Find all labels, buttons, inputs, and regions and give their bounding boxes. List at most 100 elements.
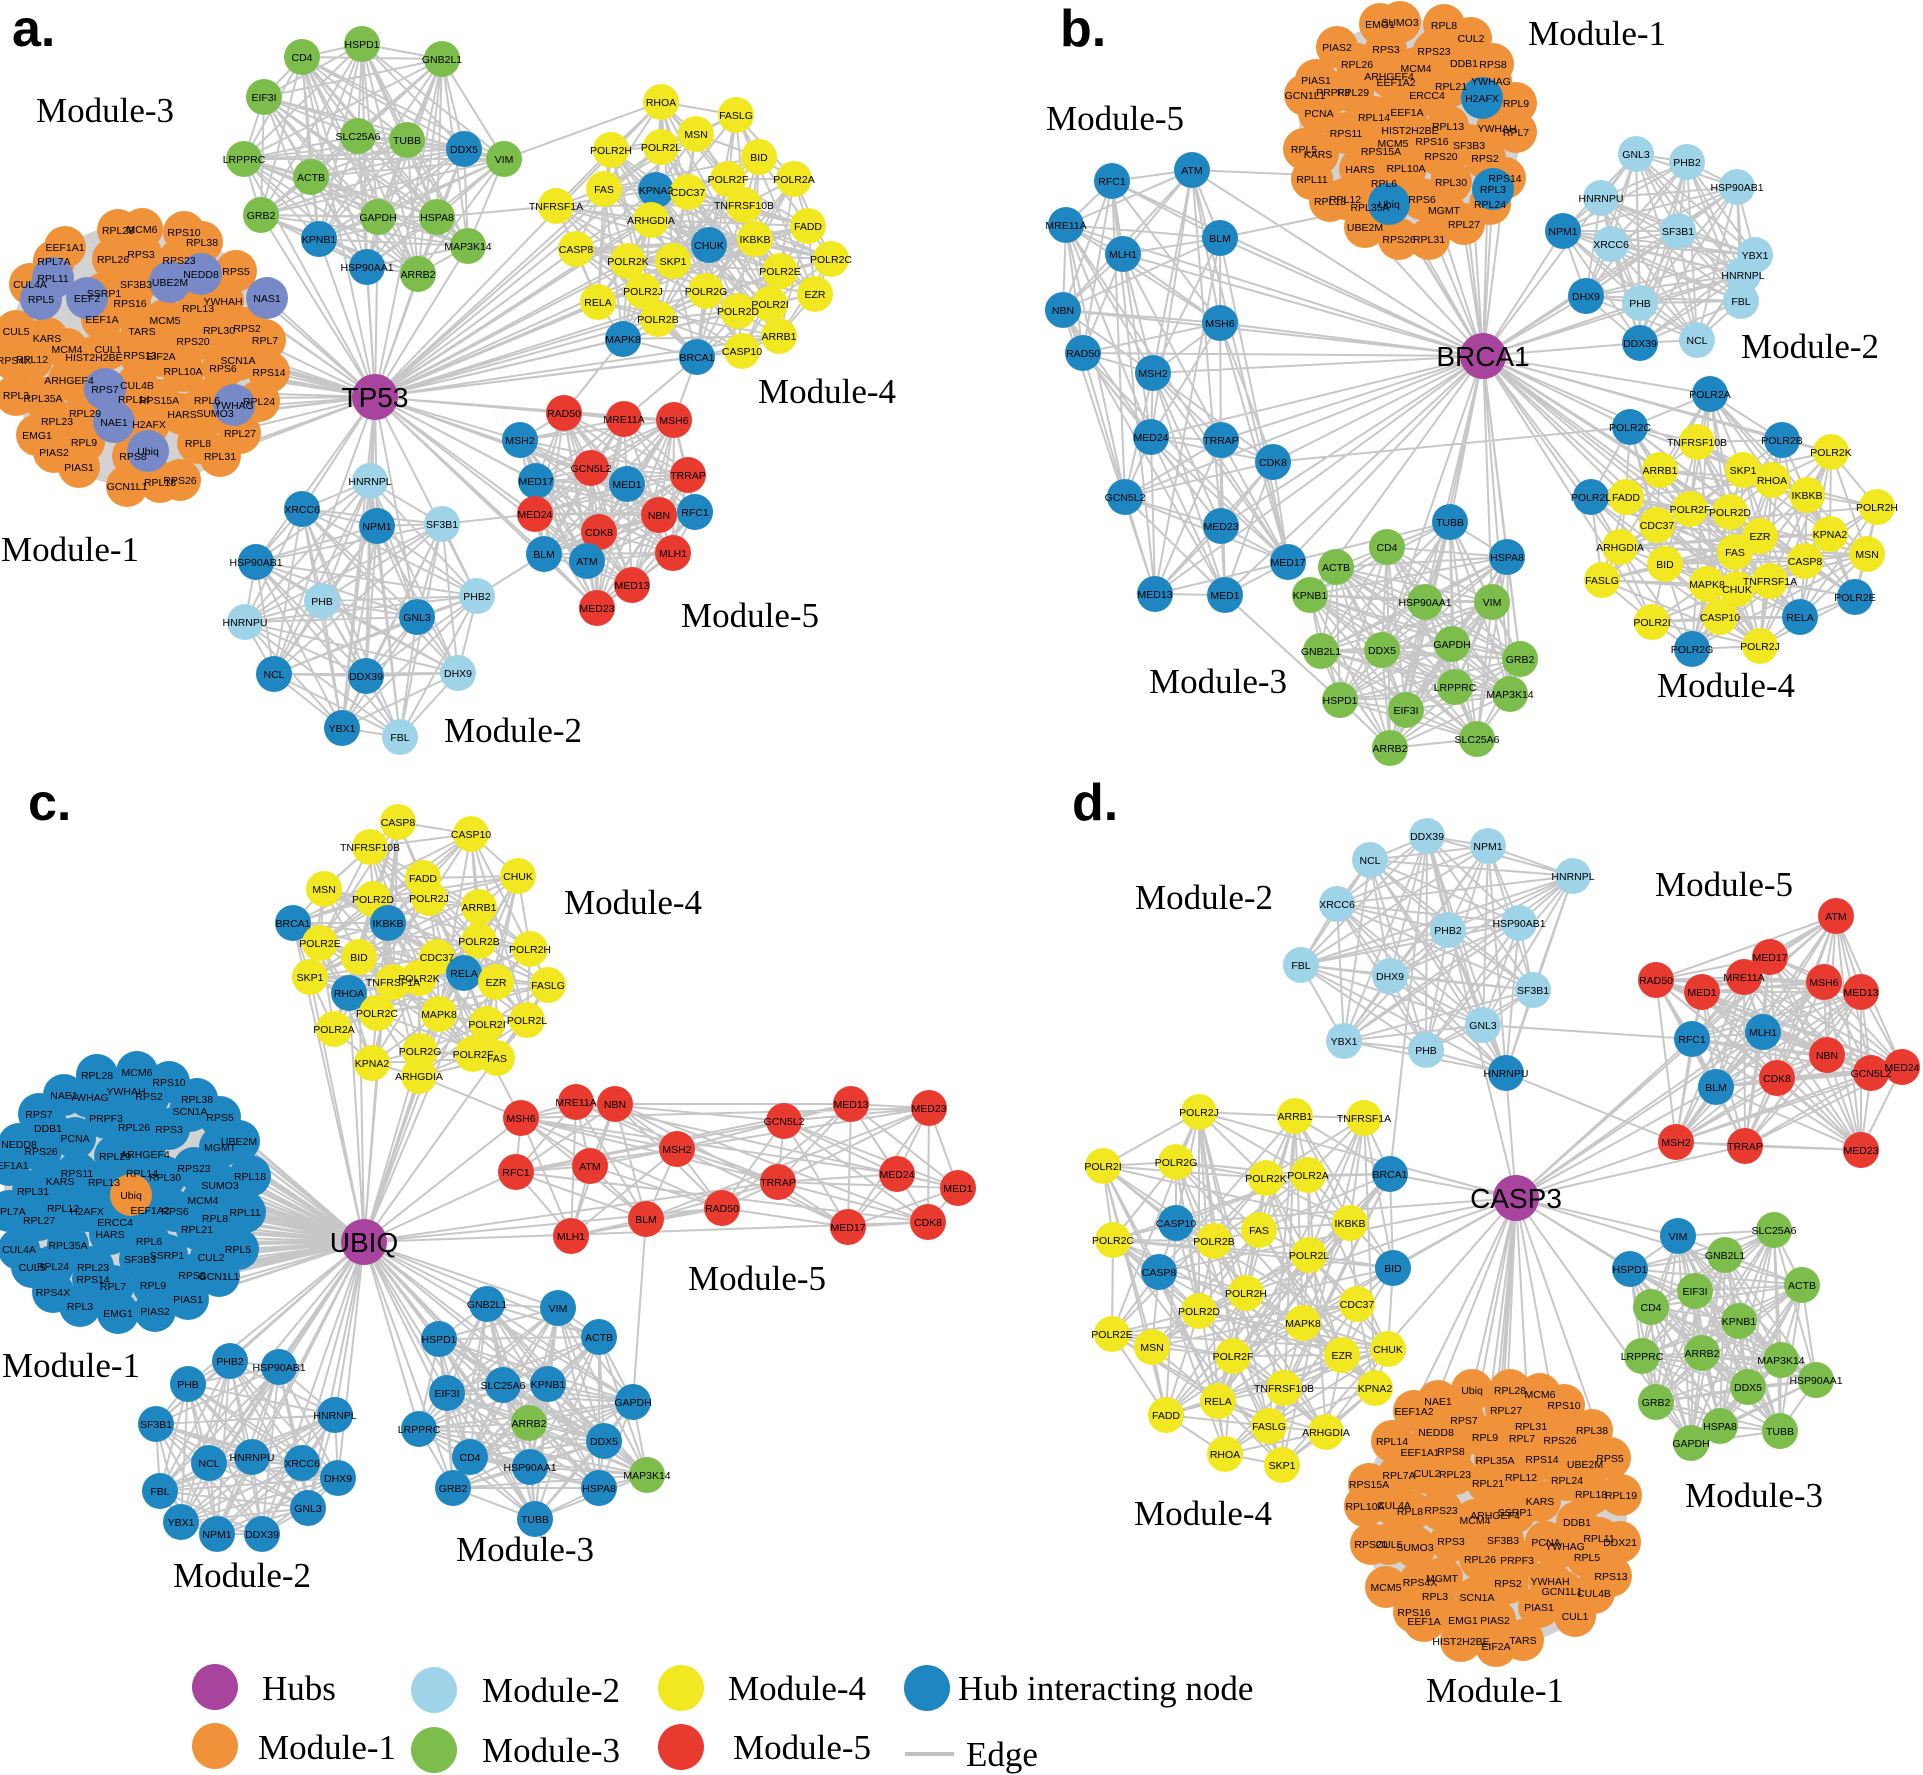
svg-text:RPL9: RPL9 [1503, 98, 1529, 110]
svg-text:POLR2B: POLR2B [458, 936, 499, 948]
svg-text:RPL24: RPL24 [1551, 1475, 1583, 1487]
svg-text:RPS14: RPS14 [1525, 1454, 1558, 1466]
svg-text:DDX21: DDX21 [1603, 1537, 1637, 1549]
svg-text:MSH2: MSH2 [1661, 1137, 1690, 1149]
svg-text:HSPA8: HSPA8 [582, 1483, 616, 1495]
svg-text:FAS: FAS [1249, 1225, 1269, 1237]
svg-text:FBL: FBL [390, 732, 409, 744]
svg-text:GCN1L1: GCN1L1 [199, 1271, 240, 1283]
svg-text:MED24: MED24 [1133, 432, 1168, 444]
svg-text:CDK8: CDK8 [585, 527, 613, 539]
svg-text:MCM6: MCM6 [127, 224, 158, 236]
svg-text:RPL12: RPL12 [1505, 1472, 1537, 1484]
svg-text:Module-5: Module-5 [733, 1728, 871, 1767]
svg-text:POLR2K: POLR2K [607, 256, 648, 268]
svg-text:MED13: MED13 [833, 1099, 868, 1111]
svg-text:RPS15A: RPS15A [1361, 146, 1401, 158]
svg-text:POLR2D: POLR2D [352, 894, 394, 906]
svg-text:POLR2I: POLR2I [468, 1019, 505, 1031]
svg-text:POLR2A: POLR2A [1689, 389, 1730, 401]
svg-text:RPL3: RPL3 [67, 1301, 93, 1313]
svg-text:RPS2: RPS2 [233, 323, 261, 335]
svg-text:CASP10: CASP10 [451, 829, 491, 841]
svg-text:POLR2J: POLR2J [623, 286, 663, 298]
svg-text:POLR2H: POLR2H [509, 944, 551, 956]
svg-text:RPL35A: RPL35A [23, 393, 62, 405]
svg-text:GNL3: GNL3 [1622, 149, 1650, 161]
svg-text:MRE11A: MRE11A [603, 414, 644, 426]
svg-text:MED1: MED1 [1687, 987, 1716, 999]
svg-text:RPL31: RPL31 [1515, 1421, 1547, 1433]
svg-text:EIF3I: EIF3I [434, 1388, 459, 1400]
svg-text:NAE1: NAE1 [50, 1090, 78, 1102]
svg-text:RELA: RELA [1786, 612, 1813, 624]
svg-text:GAPDH: GAPDH [359, 212, 396, 224]
svg-text:PHB: PHB [1415, 1045, 1437, 1057]
svg-text:UBE2M: UBE2M [1567, 1459, 1603, 1471]
svg-text:Module-1: Module-1 [1528, 14, 1666, 53]
svg-text:SUMO3: SUMO3 [201, 1180, 239, 1192]
svg-text:DHX9: DHX9 [1572, 291, 1600, 303]
svg-text:SLC25A6: SLC25A6 [336, 131, 381, 143]
svg-text:SF3B3: SF3B3 [1487, 1535, 1519, 1547]
svg-text:CUL4A: CUL4A [2, 1244, 36, 1256]
svg-text:PCNA: PCNA [1531, 1537, 1560, 1549]
svg-text:POLR2C: POLR2C [810, 254, 852, 266]
svg-text:GRB2: GRB2 [247, 210, 276, 222]
svg-text:CDK8: CDK8 [1259, 457, 1287, 469]
svg-text:MCM6: MCM6 [122, 1067, 153, 1079]
svg-text:MSH2: MSH2 [662, 1144, 691, 1156]
svg-text:POLR2D: POLR2D [1178, 1306, 1220, 1318]
svg-text:RPL7: RPL7 [1509, 1433, 1535, 1445]
svg-text:NPM1: NPM1 [1473, 841, 1502, 853]
svg-text:GAPDH: GAPDH [1433, 639, 1470, 651]
svg-text:SLC25A6: SLC25A6 [481, 1380, 526, 1392]
svg-text:POLR2K: POLR2K [1810, 447, 1851, 459]
svg-text:KARS: KARS [46, 1176, 75, 1188]
svg-text:SSRP1: SSRP1 [150, 1250, 185, 1262]
svg-text:PHB2: PHB2 [1673, 157, 1701, 169]
svg-text:POLR2J: POLR2J [409, 893, 449, 905]
svg-text:YWHAG: YWHAG [214, 400, 254, 412]
svg-text:EIF2A: EIF2A [1481, 1641, 1510, 1653]
svg-text:POLR2C: POLR2C [1092, 1235, 1134, 1247]
svg-text:EIF3I: EIF3I [251, 92, 276, 104]
svg-text:RFC1: RFC1 [1678, 1034, 1706, 1046]
svg-text:RPL31: RPL31 [17, 1186, 49, 1198]
svg-text:HNRNPU: HNRNPU [1579, 193, 1624, 205]
svg-text:POLR2G: POLR2G [1671, 644, 1714, 656]
svg-text:TNFRSF1A: TNFRSF1A [1337, 1113, 1391, 1125]
svg-text:EEF1A2: EEF1A2 [1394, 1406, 1433, 1418]
svg-text:BLM: BLM [533, 549, 555, 561]
svg-text:CUL4A: CUL4A [1377, 1500, 1411, 1512]
svg-text:KPNA2: KPNA2 [1358, 1383, 1393, 1395]
svg-text:HNRNPU: HNRNPU [230, 1452, 275, 1464]
svg-text:RPS20: RPS20 [1424, 151, 1457, 163]
svg-text:YBX1: YBX1 [168, 1517, 195, 1529]
svg-text:DDX5: DDX5 [450, 144, 478, 156]
svg-text:Hub interacting node: Hub interacting node [958, 1669, 1253, 1708]
svg-text:PRPF3: PRPF3 [89, 1113, 123, 1125]
svg-text:ATM: ATM [1181, 165, 1202, 177]
svg-text:POLR2G: POLR2G [1155, 1157, 1198, 1169]
svg-text:KPNB1: KPNB1 [1293, 590, 1328, 602]
svg-text:PCNA: PCNA [60, 1133, 89, 1145]
svg-text:RPL19: RPL19 [1605, 1490, 1637, 1502]
svg-text:NEDD8: NEDD8 [1418, 1427, 1454, 1439]
svg-text:RPL23: RPL23 [77, 1262, 109, 1274]
svg-text:MAPK8: MAPK8 [1689, 579, 1725, 591]
svg-text:NPM1: NPM1 [1548, 226, 1577, 238]
svg-text:MAP3K14: MAP3K14 [1757, 1355, 1804, 1367]
svg-text:ERCC4: ERCC4 [1409, 90, 1445, 102]
svg-text:MSN: MSN [1140, 1342, 1163, 1354]
svg-text:MLH1: MLH1 [1109, 249, 1137, 261]
svg-text:XRCC6: XRCC6 [1319, 899, 1355, 911]
svg-text:SF3B3: SF3B3 [120, 279, 152, 291]
svg-text:PCNA: PCNA [1304, 108, 1333, 120]
svg-text:Module-2: Module-2 [173, 1556, 311, 1595]
svg-text:CASP8: CASP8 [381, 817, 416, 829]
svg-text:XRCC6: XRCC6 [1593, 239, 1629, 251]
svg-text:HIST2H2BE: HIST2H2BE [65, 352, 122, 364]
svg-text:NCL: NCL [1686, 335, 1707, 347]
svg-text:RPS3: RPS3 [1437, 1536, 1465, 1548]
